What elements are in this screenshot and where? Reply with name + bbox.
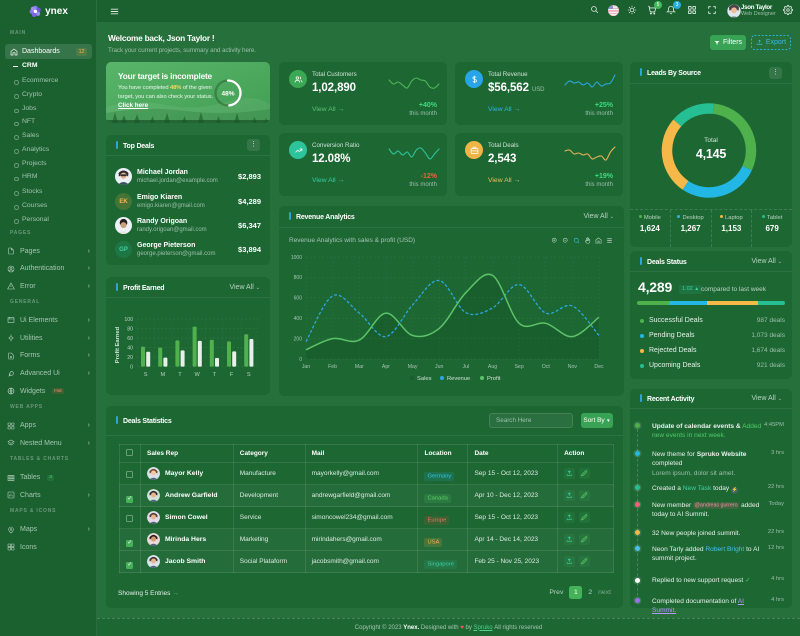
svg-text:800: 800 <box>294 275 303 281</box>
svg-text:600: 600 <box>294 296 303 302</box>
svg-text:200: 200 <box>294 336 303 342</box>
svg-text:Profit Earned: Profit Earned <box>115 326 121 363</box>
svg-text:0: 0 <box>299 357 302 363</box>
svg-text:80: 80 <box>127 327 133 333</box>
svg-text:F: F <box>230 372 234 378</box>
svg-text:M: M <box>160 372 165 378</box>
svg-text:Jan: Jan <box>302 364 310 370</box>
svg-text:Sales: Sales <box>417 376 432 382</box>
svg-text:Mar: Mar <box>355 364 364 370</box>
svg-text:W: W <box>195 372 201 378</box>
svg-text:May: May <box>408 364 418 370</box>
svg-text:0: 0 <box>130 365 133 371</box>
svg-text:Aug: Aug <box>488 364 497 370</box>
svg-text:Sep: Sep <box>514 364 523 370</box>
svg-text:Revenue: Revenue <box>447 376 470 382</box>
svg-text:S: S <box>247 372 251 378</box>
svg-text:Apr: Apr <box>382 364 390 370</box>
svg-text:Jul: Jul <box>462 364 469 370</box>
svg-text:60: 60 <box>127 336 133 342</box>
svg-text:T: T <box>213 372 217 378</box>
svg-text:20: 20 <box>127 355 133 361</box>
svg-text:1000: 1000 <box>291 255 302 261</box>
svg-text:40: 40 <box>127 346 133 352</box>
svg-text:400: 400 <box>294 316 303 322</box>
svg-text:100: 100 <box>124 317 133 323</box>
svg-text:Profit: Profit <box>487 376 501 382</box>
svg-text:S: S <box>144 372 148 378</box>
svg-text:Nov: Nov <box>568 364 578 370</box>
svg-text:Jun: Jun <box>435 364 443 370</box>
svg-text:Feb: Feb <box>328 364 337 370</box>
svg-text:T: T <box>178 372 182 378</box>
svg-text:48%: 48% <box>221 91 234 98</box>
svg-text:Oct: Oct <box>542 364 551 370</box>
svg-text:Dec: Dec <box>594 364 604 370</box>
